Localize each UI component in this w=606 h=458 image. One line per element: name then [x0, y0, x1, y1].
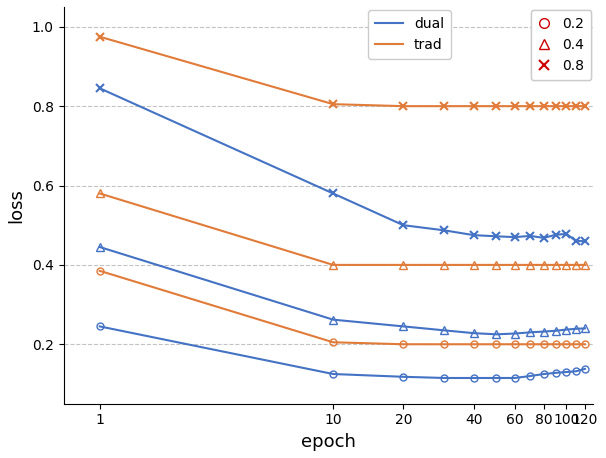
- X-axis label: epoch: epoch: [301, 433, 356, 451]
- Y-axis label: loss: loss: [7, 188, 25, 223]
- Legend: 0.2, 0.4, 0.8: 0.2, 0.4, 0.8: [530, 10, 591, 80]
